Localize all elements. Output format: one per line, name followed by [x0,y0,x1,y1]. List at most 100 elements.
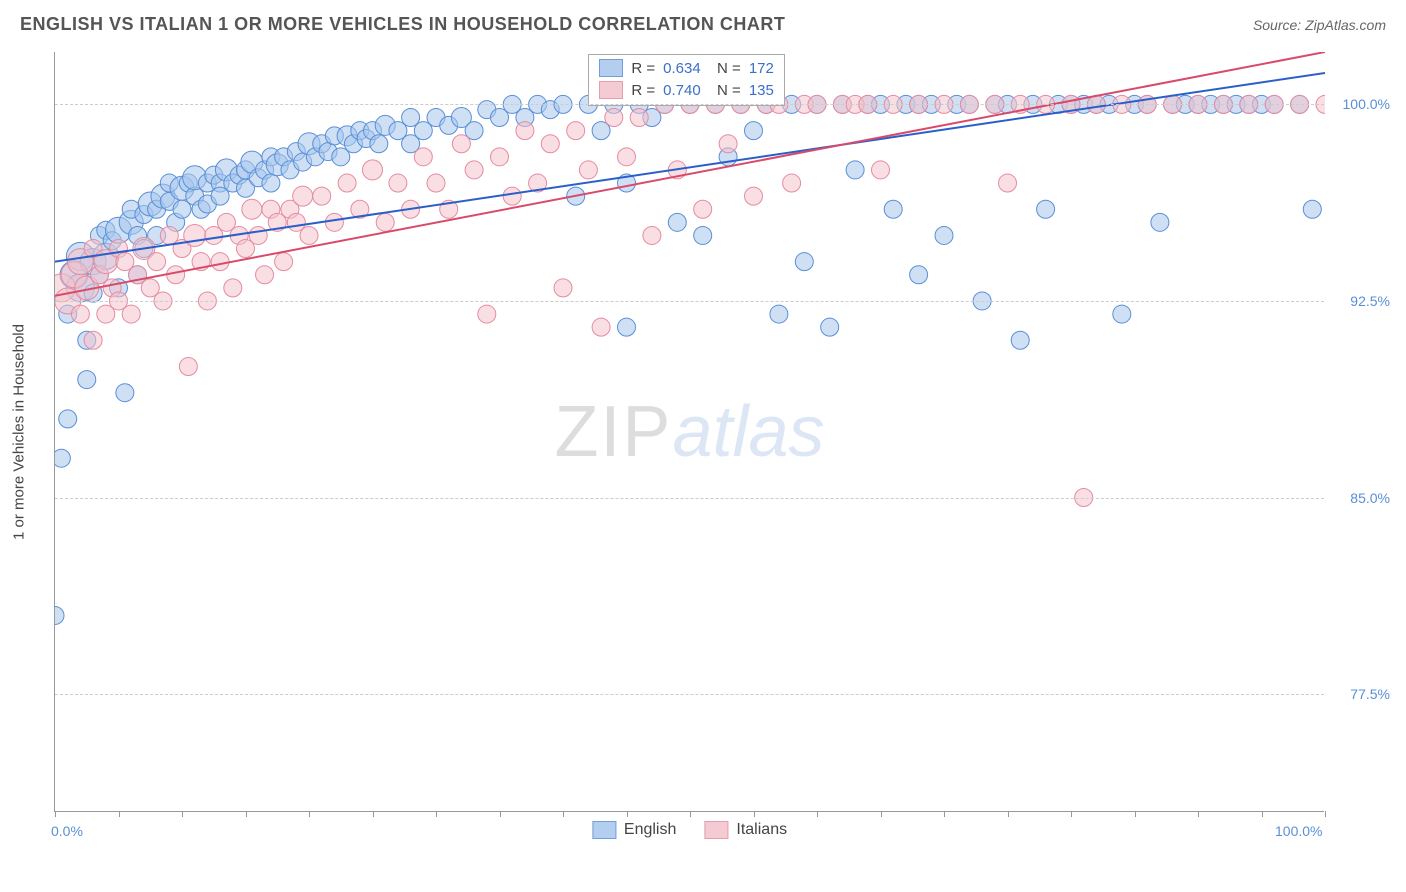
data-point [275,253,293,271]
data-point [910,266,928,284]
data-point [427,174,445,192]
data-point [78,371,96,389]
data-point [55,449,70,467]
legend-row: R = 0.634 N = 172 [599,57,773,79]
xtick [881,811,882,817]
data-point [872,161,890,179]
legend-swatch [599,81,623,99]
data-point [643,226,661,244]
data-point [122,305,140,323]
data-point [884,200,902,218]
data-point [592,318,610,336]
data-point [503,187,521,205]
xtick-label: 100.0% [1275,823,1322,839]
legend-series-name: English [624,821,676,839]
xtick [1071,811,1072,817]
data-point [579,161,597,179]
legend-swatch [592,821,616,839]
data-point [262,174,280,192]
data-point [745,187,763,205]
xtick [55,811,56,817]
scatter-svg [55,52,1325,812]
xtick-label: 0.0% [51,823,83,839]
data-point [84,331,102,349]
legend-swatch [704,821,728,839]
xtick [1008,811,1009,817]
xtick [627,811,628,817]
data-point [478,305,496,323]
legend-n-label: N = [709,82,741,99]
legend-n-value: 135 [749,82,774,99]
data-point [452,135,470,153]
data-point [541,135,559,153]
data-point [618,148,636,166]
data-point [300,226,318,244]
ytick-label: 85.0% [1350,490,1390,506]
data-point [770,305,788,323]
data-point [59,410,77,428]
data-point [325,213,343,231]
data-point [293,186,313,206]
data-point [1303,200,1321,218]
y-axis-label: 1 or more Vehicles in Household [11,324,28,540]
legend-swatch [599,59,623,77]
source-label: Source: ZipAtlas.com [1253,17,1386,33]
series-legend: English Italians [592,821,787,839]
xtick [1135,811,1136,817]
xtick [309,811,310,817]
data-point [211,253,229,271]
ytick-label: 77.5% [1350,686,1390,702]
correlation-legend: R = 0.634 N = 172R = 0.740 N = 135 [588,54,784,106]
xtick [754,811,755,817]
data-point [242,199,262,219]
data-point [630,109,648,127]
data-point [491,148,509,166]
data-point [935,226,953,244]
data-point [465,161,483,179]
data-point [1037,200,1055,218]
ytick-label: 100.0% [1343,96,1390,112]
xtick [944,811,945,817]
legend-r-label: R = [631,82,655,99]
legend-r-value: 0.634 [663,60,701,77]
chart-container: 1 or more Vehicles in Household ZIPatlas… [54,52,1394,852]
data-point [783,174,801,192]
legend-n-value: 172 [749,60,774,77]
legend-item: English [592,821,676,839]
ytick-label: 92.5% [1350,293,1390,309]
data-point [999,174,1017,192]
data-point [148,253,166,271]
data-point [554,279,572,297]
data-point [184,224,206,246]
gridline [55,694,1324,695]
legend-item: Italians [704,821,787,839]
data-point [224,279,242,297]
legend-row: R = 0.740 N = 135 [599,79,773,101]
data-point [414,148,432,166]
xtick [500,811,501,817]
data-point [605,109,623,127]
data-point [694,226,712,244]
data-point [1113,305,1131,323]
data-point [567,122,585,140]
xtick [563,811,564,817]
data-point [668,213,686,231]
legend-r-label: R = [631,60,655,77]
data-point [313,187,331,205]
data-point [846,161,864,179]
xtick [436,811,437,817]
xtick [1198,811,1199,817]
data-point [55,606,64,624]
gridline [55,104,1324,105]
data-point [376,213,394,231]
data-point [795,253,813,271]
data-point [1151,213,1169,231]
data-point [821,318,839,336]
data-point [694,200,712,218]
xtick [690,811,691,817]
data-point [516,122,534,140]
data-point [71,305,89,323]
data-point [745,122,763,140]
xtick [182,811,183,817]
data-point [338,174,356,192]
